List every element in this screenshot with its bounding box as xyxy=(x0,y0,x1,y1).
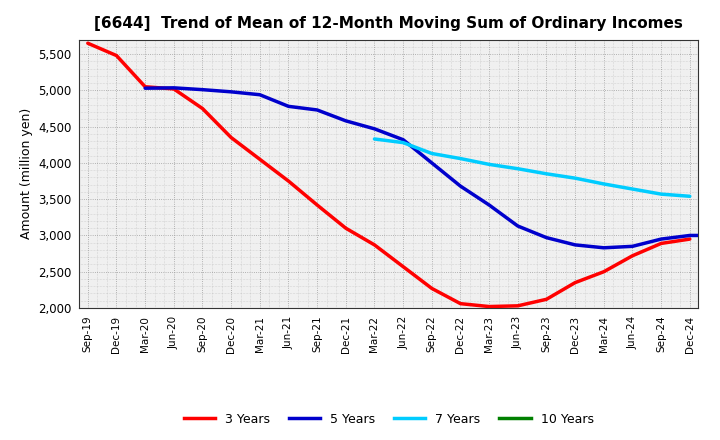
5 Years xyxy=(198,87,207,92)
3 Years xyxy=(513,303,522,308)
5 Years xyxy=(513,224,522,229)
Y-axis label: Amount (million yen): Amount (million yen) xyxy=(19,108,32,239)
3 Years xyxy=(600,269,608,275)
3 Years xyxy=(112,53,121,58)
5 Years xyxy=(399,137,408,143)
5 Years xyxy=(141,85,150,91)
5 Years xyxy=(370,126,379,132)
7 Years xyxy=(657,191,665,197)
5 Years xyxy=(542,235,551,240)
3 Years xyxy=(657,241,665,246)
3 Years xyxy=(256,157,264,162)
7 Years xyxy=(399,140,408,145)
7 Years xyxy=(600,181,608,187)
3 Years xyxy=(198,106,207,111)
3 Years xyxy=(456,301,465,306)
Line: 5 Years: 5 Years xyxy=(145,88,719,248)
Title: [6644]  Trend of Mean of 12-Month Moving Sum of Ordinary Incomes: [6644] Trend of Mean of 12-Month Moving … xyxy=(94,16,683,32)
Legend: 3 Years, 5 Years, 7 Years, 10 Years: 3 Years, 5 Years, 7 Years, 10 Years xyxy=(179,407,598,431)
5 Years xyxy=(341,118,350,124)
3 Years xyxy=(84,40,92,46)
3 Years xyxy=(685,236,694,242)
7 Years xyxy=(370,136,379,142)
3 Years xyxy=(227,135,235,140)
3 Years xyxy=(312,202,321,208)
Line: 7 Years: 7 Years xyxy=(374,139,690,196)
5 Years xyxy=(714,233,720,238)
5 Years xyxy=(428,160,436,165)
3 Years xyxy=(341,226,350,231)
5 Years xyxy=(685,233,694,238)
3 Years xyxy=(370,242,379,248)
7 Years xyxy=(628,187,636,192)
3 Years xyxy=(571,280,580,285)
7 Years xyxy=(428,151,436,156)
5 Years xyxy=(169,85,178,91)
3 Years xyxy=(428,286,436,291)
3 Years xyxy=(399,264,408,269)
5 Years xyxy=(256,92,264,97)
3 Years xyxy=(485,304,493,309)
3 Years xyxy=(141,84,150,89)
Line: 3 Years: 3 Years xyxy=(88,43,690,307)
7 Years xyxy=(485,162,493,167)
5 Years xyxy=(312,107,321,113)
7 Years xyxy=(685,194,694,199)
7 Years xyxy=(571,176,580,181)
5 Years xyxy=(657,236,665,242)
5 Years xyxy=(485,202,493,208)
7 Years xyxy=(456,156,465,161)
7 Years xyxy=(542,171,551,176)
3 Years xyxy=(628,253,636,258)
3 Years xyxy=(284,178,293,183)
5 Years xyxy=(571,242,580,248)
5 Years xyxy=(227,89,235,95)
7 Years xyxy=(513,166,522,171)
3 Years xyxy=(542,297,551,302)
3 Years xyxy=(169,86,178,92)
5 Years xyxy=(456,183,465,189)
5 Years xyxy=(628,244,636,249)
5 Years xyxy=(284,104,293,109)
5 Years xyxy=(600,245,608,250)
